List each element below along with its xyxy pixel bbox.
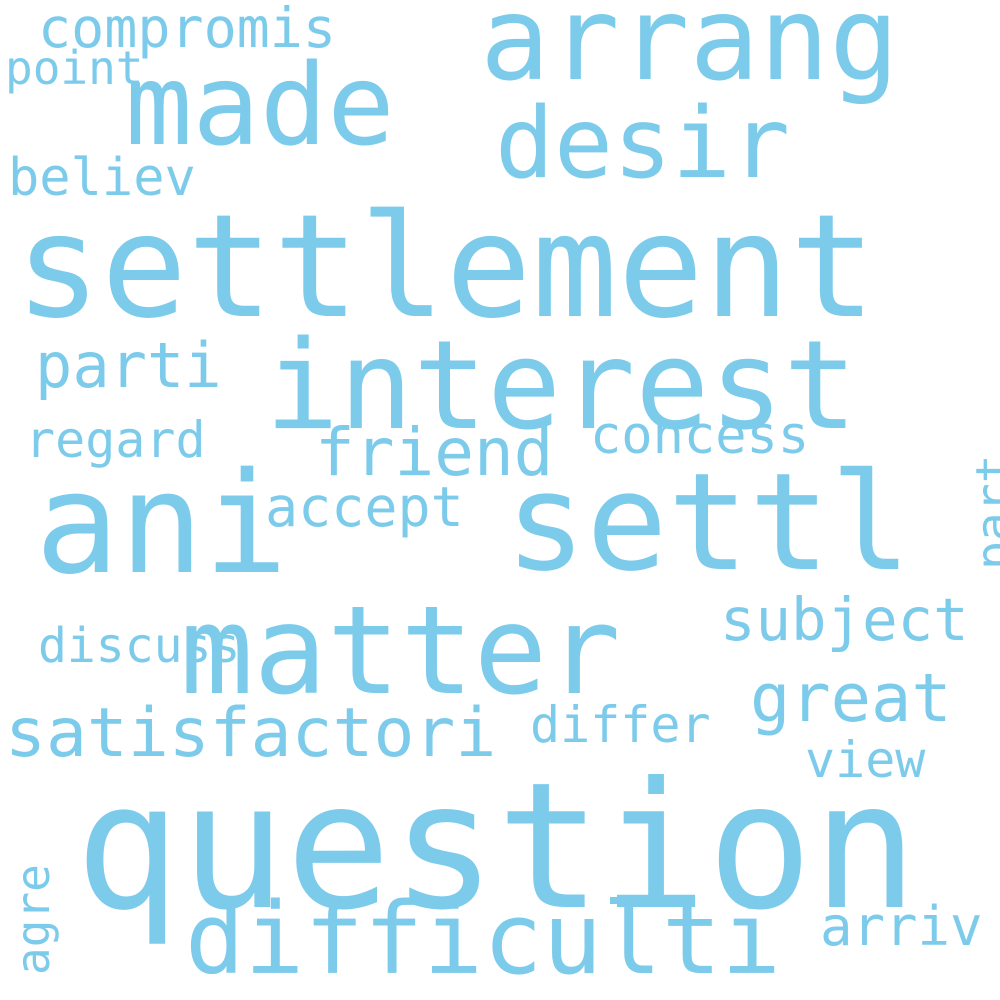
word-subject: subject <box>720 585 969 654</box>
word-view: discuss <box>38 618 241 674</box>
word-satisfactori: satisfactori <box>5 694 497 773</box>
word-accept: accept <box>265 475 464 539</box>
word-great: great <box>750 659 952 737</box>
word-arriv: view <box>805 731 926 789</box>
word-agre: point <box>5 41 144 95</box>
word-discuss: part <box>966 454 1000 570</box>
word-desir: desir <box>495 87 791 201</box>
word-regard: regard <box>25 411 206 469</box>
word-question: question <box>75 746 918 949</box>
word-differ: differ <box>530 696 711 754</box>
word-interest: interest <box>265 315 858 458</box>
word-settlement: settlement <box>15 183 876 350</box>
word-parti: parti <box>35 329 222 402</box>
word-ani: ani <box>35 443 288 606</box>
word-part: agre <box>6 864 60 975</box>
word-made: made <box>125 41 395 171</box>
word-compromis: compromis <box>38 0 337 60</box>
word-point: arriv <box>820 895 983 958</box>
word-settl: settl <box>505 444 912 601</box>
word-matter: matter <box>180 580 621 722</box>
word-friend: friend <box>315 414 554 491</box>
word-concess: concess <box>590 406 810 466</box>
word-believ: believ <box>8 148 196 208</box>
word-difficulti: difficulti <box>185 882 782 997</box>
word-arrang: arrang <box>480 0 900 107</box>
